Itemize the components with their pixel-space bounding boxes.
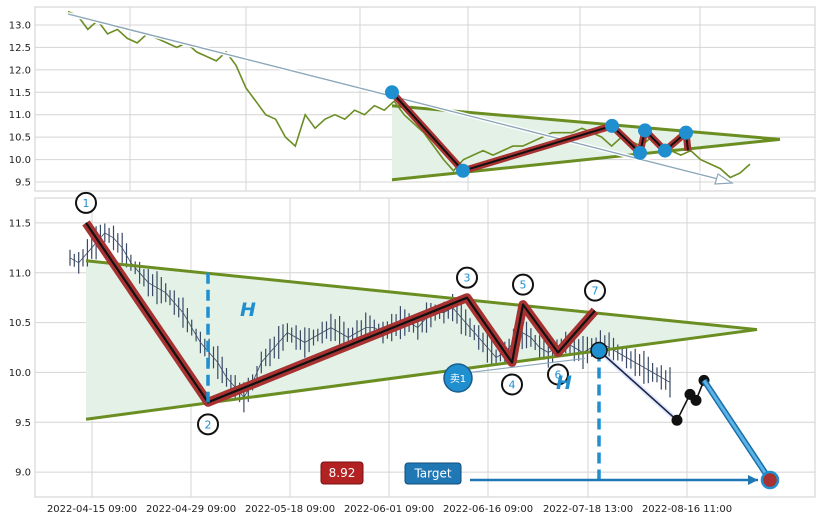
detail-x-tick: 2022-06-01 09:00 — [344, 504, 434, 515]
overview-pivot-marker — [605, 118, 619, 133]
overview-pivot-marker — [633, 145, 647, 160]
overview-y-tick: 10.0 — [9, 155, 31, 166]
detail-y-tick: 11.0 — [9, 268, 31, 279]
overview-y-tick: 10.5 — [9, 133, 31, 144]
detail-y-tick: 10.0 — [9, 368, 31, 379]
detail-x-tick: 2022-05-18 09:00 — [245, 504, 335, 515]
detail-x-tick: 2022-06-16 09:00 — [443, 504, 533, 515]
overview-y-tick: 12.0 — [9, 65, 31, 76]
target-point — [760, 470, 780, 490]
overview-y-tick: 9.5 — [15, 178, 31, 189]
overview-y-tick: 13.0 — [9, 20, 31, 31]
projection-point — [690, 394, 702, 406]
pivot-label-text: 6 — [555, 368, 562, 381]
overview-y-tick: 11.0 — [9, 110, 31, 121]
sell-marker-label: 卖1 — [450, 373, 466, 385]
sell-marker — [443, 363, 473, 393]
pivot-label-circle — [456, 266, 478, 289]
overview-y-tick: 12.5 — [9, 43, 31, 54]
overview-arrow-head — [714, 173, 734, 185]
target-line-head — [748, 475, 758, 486]
detail-x-tick: 2022-08-16 11:00 — [642, 504, 732, 515]
breakout-point — [590, 341, 608, 360]
projection-path — [598, 349, 678, 421]
projection-point — [671, 414, 683, 426]
overview-pivot-marker — [638, 123, 652, 138]
overview-pivot-marker — [658, 143, 672, 158]
pivot-label-circle — [75, 191, 97, 214]
detail-panel: 2022-04-15 09:00 2022-04-29 09:00 2022-05-… — [9, 191, 816, 515]
projection-height-label: H — [556, 372, 572, 394]
detail-y-tick: 10.5 — [9, 318, 31, 329]
overview-price-line — [67, 10, 751, 179]
pivot-label-text: 3 — [464, 272, 471, 285]
overview-pivot-marker — [385, 85, 399, 100]
detail-x-tick: 2022-07-18 13:00 — [543, 504, 633, 515]
pattern-height-label: H — [240, 299, 256, 321]
detail-lower-trendline — [85, 328, 758, 421]
detail-x-tick: 2022-04-15 09:00 — [47, 504, 137, 515]
pivot-label-text: 4 — [509, 378, 516, 391]
pivot-label-text: 7 — [592, 285, 599, 298]
detail-y-tick: 9.5 — [15, 418, 31, 429]
pivot-label-text: 5 — [520, 279, 527, 292]
pivot-label-circle — [547, 363, 569, 386]
pivot-label-circle — [197, 413, 219, 436]
overview-panel: 13.0 12.5 12.0 11.5 11.0 10.5 10.0 9.5 — [9, 6, 816, 192]
overview-pivot-marker — [456, 163, 470, 178]
target-price-label: 8.92 — [329, 466, 356, 480]
sell-connector — [469, 357, 586, 374]
pivot-label-text: 2 — [205, 418, 212, 431]
detail-x-tick: 2022-04-29 09:00 — [146, 504, 236, 515]
overview-pivot-marker — [679, 125, 693, 140]
pivot-label-circle — [584, 279, 606, 302]
pivot-label-text: 1 — [83, 197, 90, 210]
target-badge — [404, 462, 462, 485]
overview-y-tick: 11.5 — [9, 88, 31, 99]
detail-y-tick: 11.5 — [9, 218, 31, 229]
target-arrow — [702, 379, 772, 481]
target-badge-label: Target — [413, 467, 451, 481]
detail-upper-trendline — [85, 259, 758, 332]
pivot-label-circle — [501, 373, 523, 396]
pivot-label-circle — [512, 273, 534, 296]
target-price-badge — [320, 461, 364, 485]
detail-y-tick: 9.0 — [15, 468, 31, 479]
